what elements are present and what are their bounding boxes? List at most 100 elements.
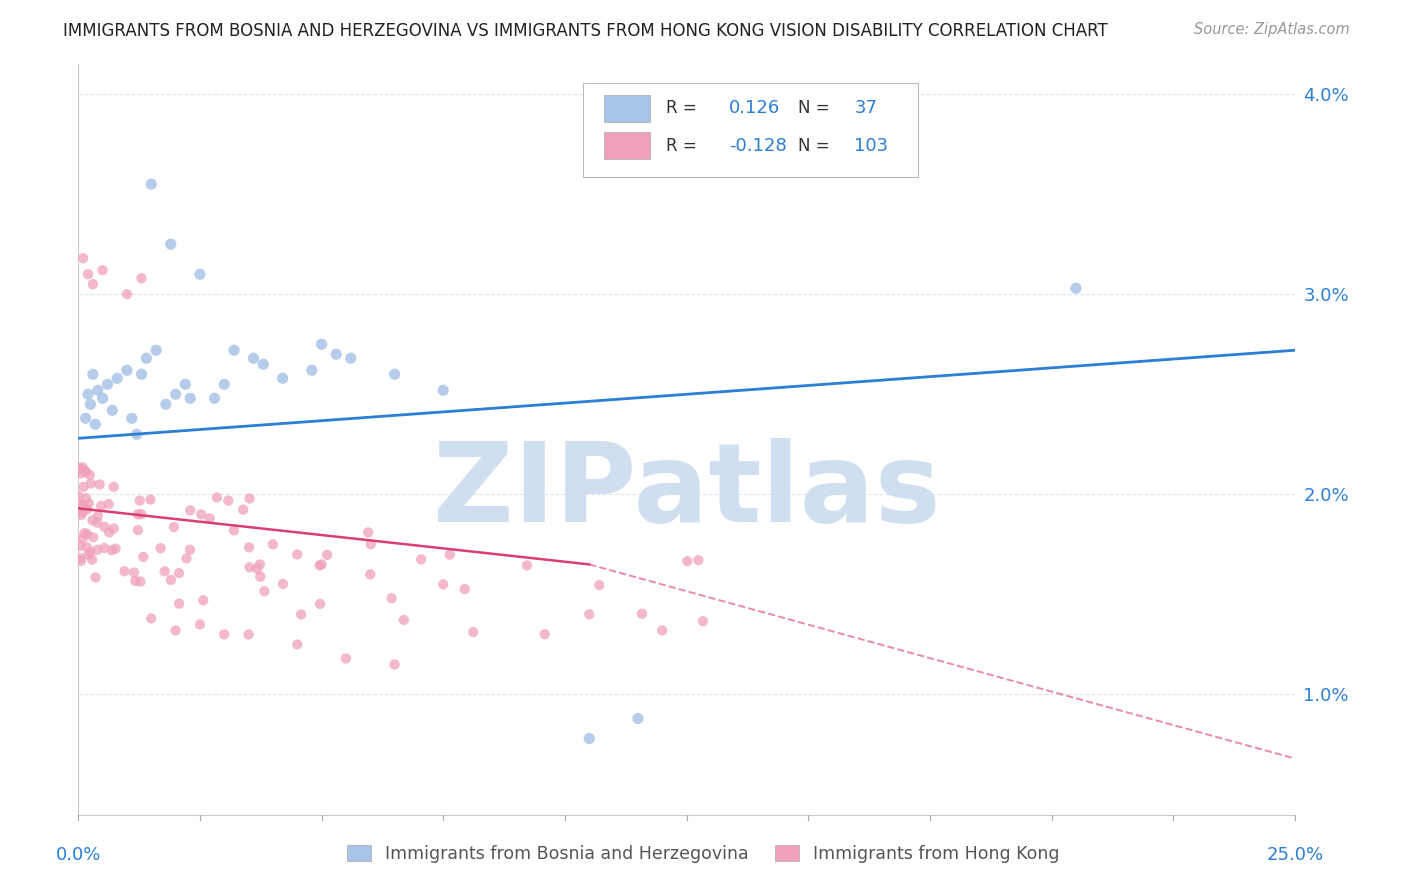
- Text: N =: N =: [799, 136, 830, 155]
- Point: [69, 462, 91, 476]
- Point: [155, 397, 177, 411]
- Point: [82, 368, 104, 382]
- Text: Source: ZipAtlas.com: Source: ZipAtlas.com: [1194, 22, 1350, 37]
- Point: [411, 552, 433, 566]
- Point: [96, 377, 118, 392]
- Point: [301, 363, 323, 377]
- Point: [72, 460, 94, 475]
- Point: [335, 651, 357, 665]
- Point: [103, 521, 125, 535]
- Text: R =: R =: [666, 99, 696, 118]
- Point: [129, 507, 152, 521]
- Point: [93, 541, 115, 555]
- Point: [676, 554, 699, 568]
- Point: [86, 542, 108, 557]
- Point: [79, 397, 101, 411]
- Point: [311, 337, 333, 351]
- Point: [381, 591, 404, 606]
- Point: [285, 548, 308, 562]
- Point: [392, 613, 415, 627]
- Point: [73, 526, 96, 541]
- Point: [128, 493, 150, 508]
- Point: [214, 627, 236, 641]
- Point: [271, 577, 294, 591]
- Text: 0.0%: 0.0%: [56, 846, 101, 863]
- Text: 37: 37: [855, 99, 877, 118]
- Point: [98, 525, 121, 540]
- Point: [357, 525, 380, 540]
- Point: [631, 607, 654, 621]
- Point: [91, 263, 114, 277]
- Point: [316, 548, 339, 562]
- Point: [179, 392, 201, 406]
- Point: [692, 614, 714, 628]
- Point: [688, 553, 710, 567]
- Point: [103, 480, 125, 494]
- Point: [135, 351, 157, 366]
- Point: [72, 480, 94, 494]
- Point: [91, 392, 114, 406]
- Point: [139, 492, 162, 507]
- FancyBboxPatch shape: [583, 83, 918, 177]
- Point: [127, 523, 149, 537]
- Point: [89, 477, 111, 491]
- Point: [262, 537, 284, 551]
- Point: [188, 267, 211, 281]
- Point: [115, 363, 138, 377]
- Point: [588, 578, 610, 592]
- Point: [79, 467, 101, 482]
- Text: N =: N =: [799, 99, 830, 118]
- Point: [165, 624, 187, 638]
- Point: [222, 524, 245, 538]
- Point: [149, 541, 172, 556]
- Point: [82, 277, 104, 292]
- Point: [75, 465, 97, 479]
- Point: [271, 371, 294, 385]
- Point: [516, 558, 538, 573]
- Point: [198, 511, 221, 525]
- Point: [1064, 281, 1087, 295]
- Point: [253, 584, 276, 599]
- Point: [72, 505, 94, 519]
- Point: [160, 573, 183, 587]
- Point: [238, 491, 260, 506]
- Text: 0.126: 0.126: [730, 99, 780, 118]
- Point: [463, 625, 485, 640]
- Point: [311, 558, 333, 572]
- Point: [104, 541, 127, 556]
- Point: [77, 497, 100, 511]
- Point: [339, 351, 361, 366]
- Point: [285, 637, 308, 651]
- Point: [82, 513, 104, 527]
- Point: [115, 287, 138, 301]
- Point: [125, 427, 148, 442]
- Text: R =: R =: [666, 136, 696, 155]
- Point: [578, 731, 600, 746]
- Point: [67, 460, 90, 475]
- Point: [70, 508, 93, 522]
- Point: [145, 343, 167, 358]
- Point: [76, 527, 98, 541]
- Point: [141, 611, 163, 625]
- Point: [70, 467, 93, 481]
- Point: [114, 564, 136, 578]
- Point: [73, 463, 96, 477]
- Point: [77, 387, 100, 401]
- Point: [249, 558, 271, 572]
- Point: [384, 368, 406, 382]
- Text: ZIPatlas: ZIPatlas: [433, 438, 941, 545]
- Point: [69, 539, 91, 553]
- Point: [77, 548, 100, 562]
- Point: [121, 411, 143, 425]
- Point: [75, 491, 97, 505]
- Point: [77, 267, 100, 281]
- Point: [204, 392, 226, 406]
- Point: [533, 627, 555, 641]
- Point: [73, 498, 96, 512]
- Point: [439, 548, 461, 562]
- Point: [67, 489, 90, 503]
- Point: [165, 387, 187, 401]
- Point: [238, 541, 260, 555]
- Point: [122, 566, 145, 580]
- Point: [72, 532, 94, 546]
